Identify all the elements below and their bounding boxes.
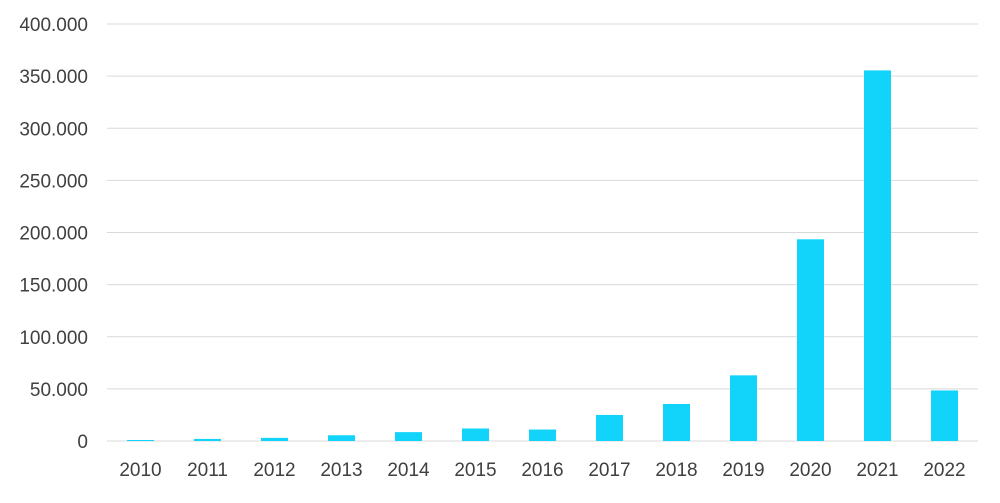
bar-2022 xyxy=(931,390,958,441)
y-tick-label: 300.000 xyxy=(19,119,88,140)
x-tick-label: 2017 xyxy=(588,460,630,481)
y-tick-label: 200.000 xyxy=(19,224,88,245)
bar-2011 xyxy=(194,438,221,441)
bar-2015 xyxy=(462,428,489,441)
x-tick-label: 2013 xyxy=(320,460,362,481)
bar-2013 xyxy=(328,435,355,441)
y-tick-label: 50.000 xyxy=(30,380,88,401)
y-tick-label: 350.000 xyxy=(19,67,88,88)
y-axis-tick-labels: 0 50.000 100.000 150.000 200.000 250.000 300.0… xyxy=(19,15,88,453)
x-tick-label: 2019 xyxy=(722,460,764,481)
y-tick-label: 150.000 xyxy=(19,276,88,297)
bar-2020 xyxy=(797,239,824,441)
gridlines xyxy=(107,23,978,442)
x-tick-label: 2020 xyxy=(789,460,831,481)
bar-2014 xyxy=(395,432,422,441)
x-tick-label: 2014 xyxy=(387,460,430,481)
bar-2017 xyxy=(596,414,623,441)
y-tick-label: 100.000 xyxy=(19,328,88,349)
x-tick-label: 2022 xyxy=(923,460,965,481)
y-tick-label: 400.000 xyxy=(19,15,88,36)
bar-2019 xyxy=(730,375,757,441)
bar-2012 xyxy=(261,437,288,441)
bar-2010 xyxy=(127,440,154,441)
x-tick-label: 2011 xyxy=(187,460,228,481)
x-axis-tick-labels: 2010 2011 2012 2013 2014 2015 2016 2017 2018 2019… xyxy=(119,460,965,481)
bar-2016 xyxy=(529,429,556,441)
x-tick-label: 2012 xyxy=(253,460,295,481)
x-tick-label: 2016 xyxy=(521,460,563,481)
y-tick-label: 0 xyxy=(77,432,88,453)
bars xyxy=(127,70,958,442)
x-tick-label: 2018 xyxy=(655,460,697,481)
x-tick-label: 2021 xyxy=(856,460,898,481)
y-tick-label: 250.000 xyxy=(19,171,88,192)
x-tick-label: 2010 xyxy=(119,460,161,481)
bar-2018 xyxy=(663,403,690,441)
bar-2021 xyxy=(864,70,891,442)
x-tick-label: 2015 xyxy=(454,460,496,481)
